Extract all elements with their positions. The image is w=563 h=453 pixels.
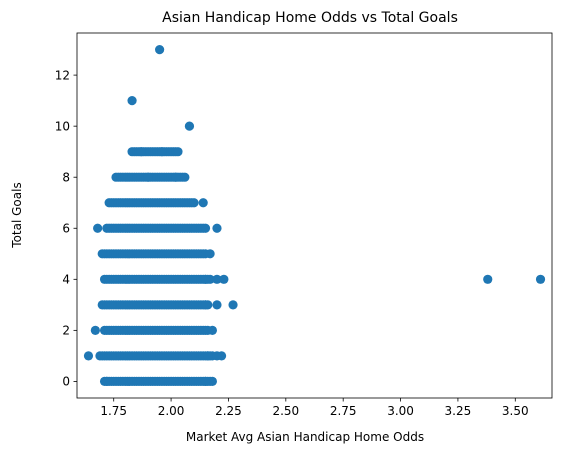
data-point — [212, 351, 222, 361]
data-point — [127, 96, 137, 106]
data-point — [219, 274, 229, 284]
data-point — [200, 274, 211, 284]
x-tick-label: 1.75 — [100, 404, 127, 418]
chart-title: Asian Handicap Home Odds vs Total Goals — [162, 10, 458, 26]
y-tick-label: 12 — [55, 68, 70, 82]
data-point — [228, 300, 238, 310]
data-point — [535, 274, 546, 284]
data-point — [205, 249, 215, 259]
data-point — [212, 300, 222, 310]
y-tick-label: 8 — [62, 171, 70, 185]
data-point — [212, 274, 222, 284]
data-point — [157, 147, 167, 157]
y-tick-label: 4 — [62, 273, 70, 287]
data-point — [207, 376, 217, 387]
data-point — [102, 376, 112, 387]
data-point — [143, 172, 153, 182]
data-point — [93, 223, 103, 233]
y-axis-label: Total Goals — [10, 182, 24, 248]
data-point — [483, 274, 493, 284]
plot-frame — [76, 32, 553, 399]
data-point — [200, 376, 211, 387]
x-tick-label: 2.75 — [330, 404, 357, 418]
data-point — [203, 351, 213, 361]
data-point — [171, 172, 181, 182]
data-point — [189, 198, 199, 208]
data-point — [200, 223, 211, 233]
data-point — [90, 325, 100, 335]
points-layer — [83, 44, 546, 387]
data-point — [207, 325, 217, 335]
data-point — [97, 249, 107, 259]
x-axis-label: Market Avg Asian Handicap Home Odds — [186, 430, 424, 444]
y-tick-label: 0 — [62, 375, 70, 389]
y-tick-label: 6 — [62, 222, 70, 236]
data-point — [184, 121, 195, 131]
x-tick-label: 3.50 — [502, 404, 529, 418]
data-point — [212, 223, 222, 233]
data-point — [180, 172, 190, 182]
axes-layer: 1.75 2.00 2.25 2.50 2.75 3.00 3.25 3.50 0 2 4 6 8 10 1… — [55, 32, 553, 418]
x-tick-label: 3.25 — [445, 404, 472, 418]
data-point — [200, 300, 211, 310]
x-tick-label: 2.25 — [215, 404, 242, 418]
x-tick-label: 2.50 — [272, 404, 299, 418]
data-point — [173, 147, 183, 157]
data-point — [83, 351, 94, 361]
x-tick-label: 2.00 — [158, 404, 185, 418]
data-point — [155, 44, 165, 55]
y-tick-label: 10 — [55, 119, 70, 133]
data-point — [198, 198, 208, 208]
data-point — [136, 147, 146, 157]
y-tick-label: 2 — [62, 324, 70, 338]
x-tick-label: 3.00 — [387, 404, 414, 418]
